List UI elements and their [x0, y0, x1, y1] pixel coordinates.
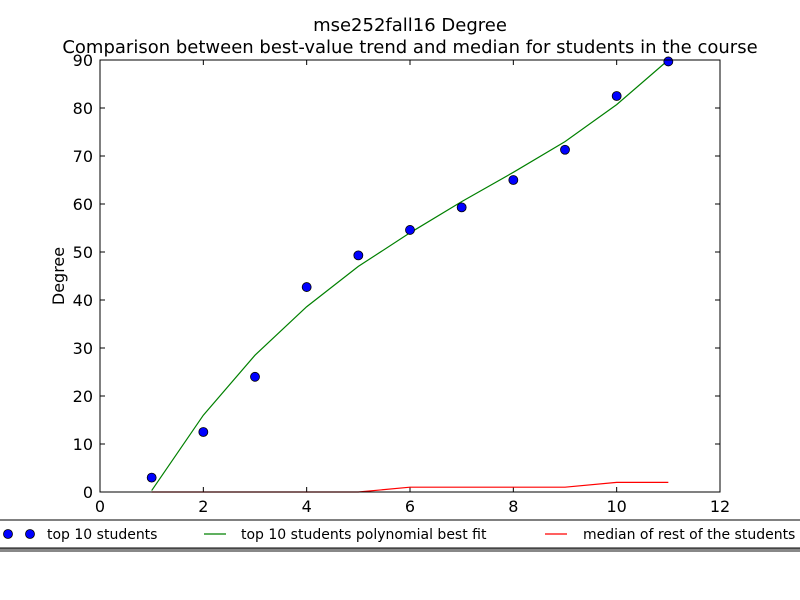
legend: top 10 students top 10 students polynomia… [0, 519, 800, 552]
data-point [353, 250, 364, 261]
x-tick-label: 12 [710, 497, 730, 516]
legend-marker [25, 529, 35, 539]
data-point [198, 427, 209, 437]
legend-label: top 10 students [47, 527, 157, 543]
legend-box [0, 519, 800, 549]
y-axis-label: Degree [49, 247, 68, 305]
x-tick-label: 8 [508, 497, 518, 516]
data-point [250, 371, 260, 382]
data-point [560, 144, 570, 155]
data-point [663, 56, 674, 67]
y-tick-label: 40 [73, 291, 93, 310]
chart-title: mse252fall16 Degree [313, 15, 507, 36]
x-tick-label: 2 [198, 497, 208, 516]
x-tick-label: 4 [302, 497, 312, 516]
y-tick-label: 50 [73, 243, 93, 262]
data-point [301, 282, 312, 292]
legend-label: median of rest of the students [583, 527, 795, 543]
data-point [146, 472, 157, 483]
x-tick-label: 0 [95, 497, 105, 516]
legend-label: top 10 students polynomial best fit [241, 527, 487, 543]
data-point [508, 175, 519, 185]
plot-area [146, 56, 674, 493]
y-tick-label: 0 [83, 483, 93, 502]
y-tick-label: 30 [73, 339, 93, 358]
y-tick-label: 90 [73, 51, 93, 70]
chart-subtitle: Comparison between best-value trend and … [62, 37, 757, 58]
data-point [611, 91, 622, 101]
data-point [405, 225, 415, 235]
x-tick-label: 6 [405, 497, 415, 516]
axis-ticks: 0 2 4 6 8 10 12 0 10 20 30 40 50 60 70 80 90 [73, 51, 731, 516]
legend-marker [3, 529, 13, 539]
data-point [456, 202, 467, 213]
x-tick-label: 10 [606, 497, 626, 516]
y-tick-label: 10 [73, 435, 93, 454]
y-tick-label: 70 [73, 147, 93, 166]
y-tick-label: 80 [73, 99, 93, 118]
plot-frame [99, 59, 721, 493]
y-tick-label: 20 [73, 387, 93, 406]
series-line-1 [151, 59, 669, 491]
y-tick-label: 60 [73, 195, 93, 214]
